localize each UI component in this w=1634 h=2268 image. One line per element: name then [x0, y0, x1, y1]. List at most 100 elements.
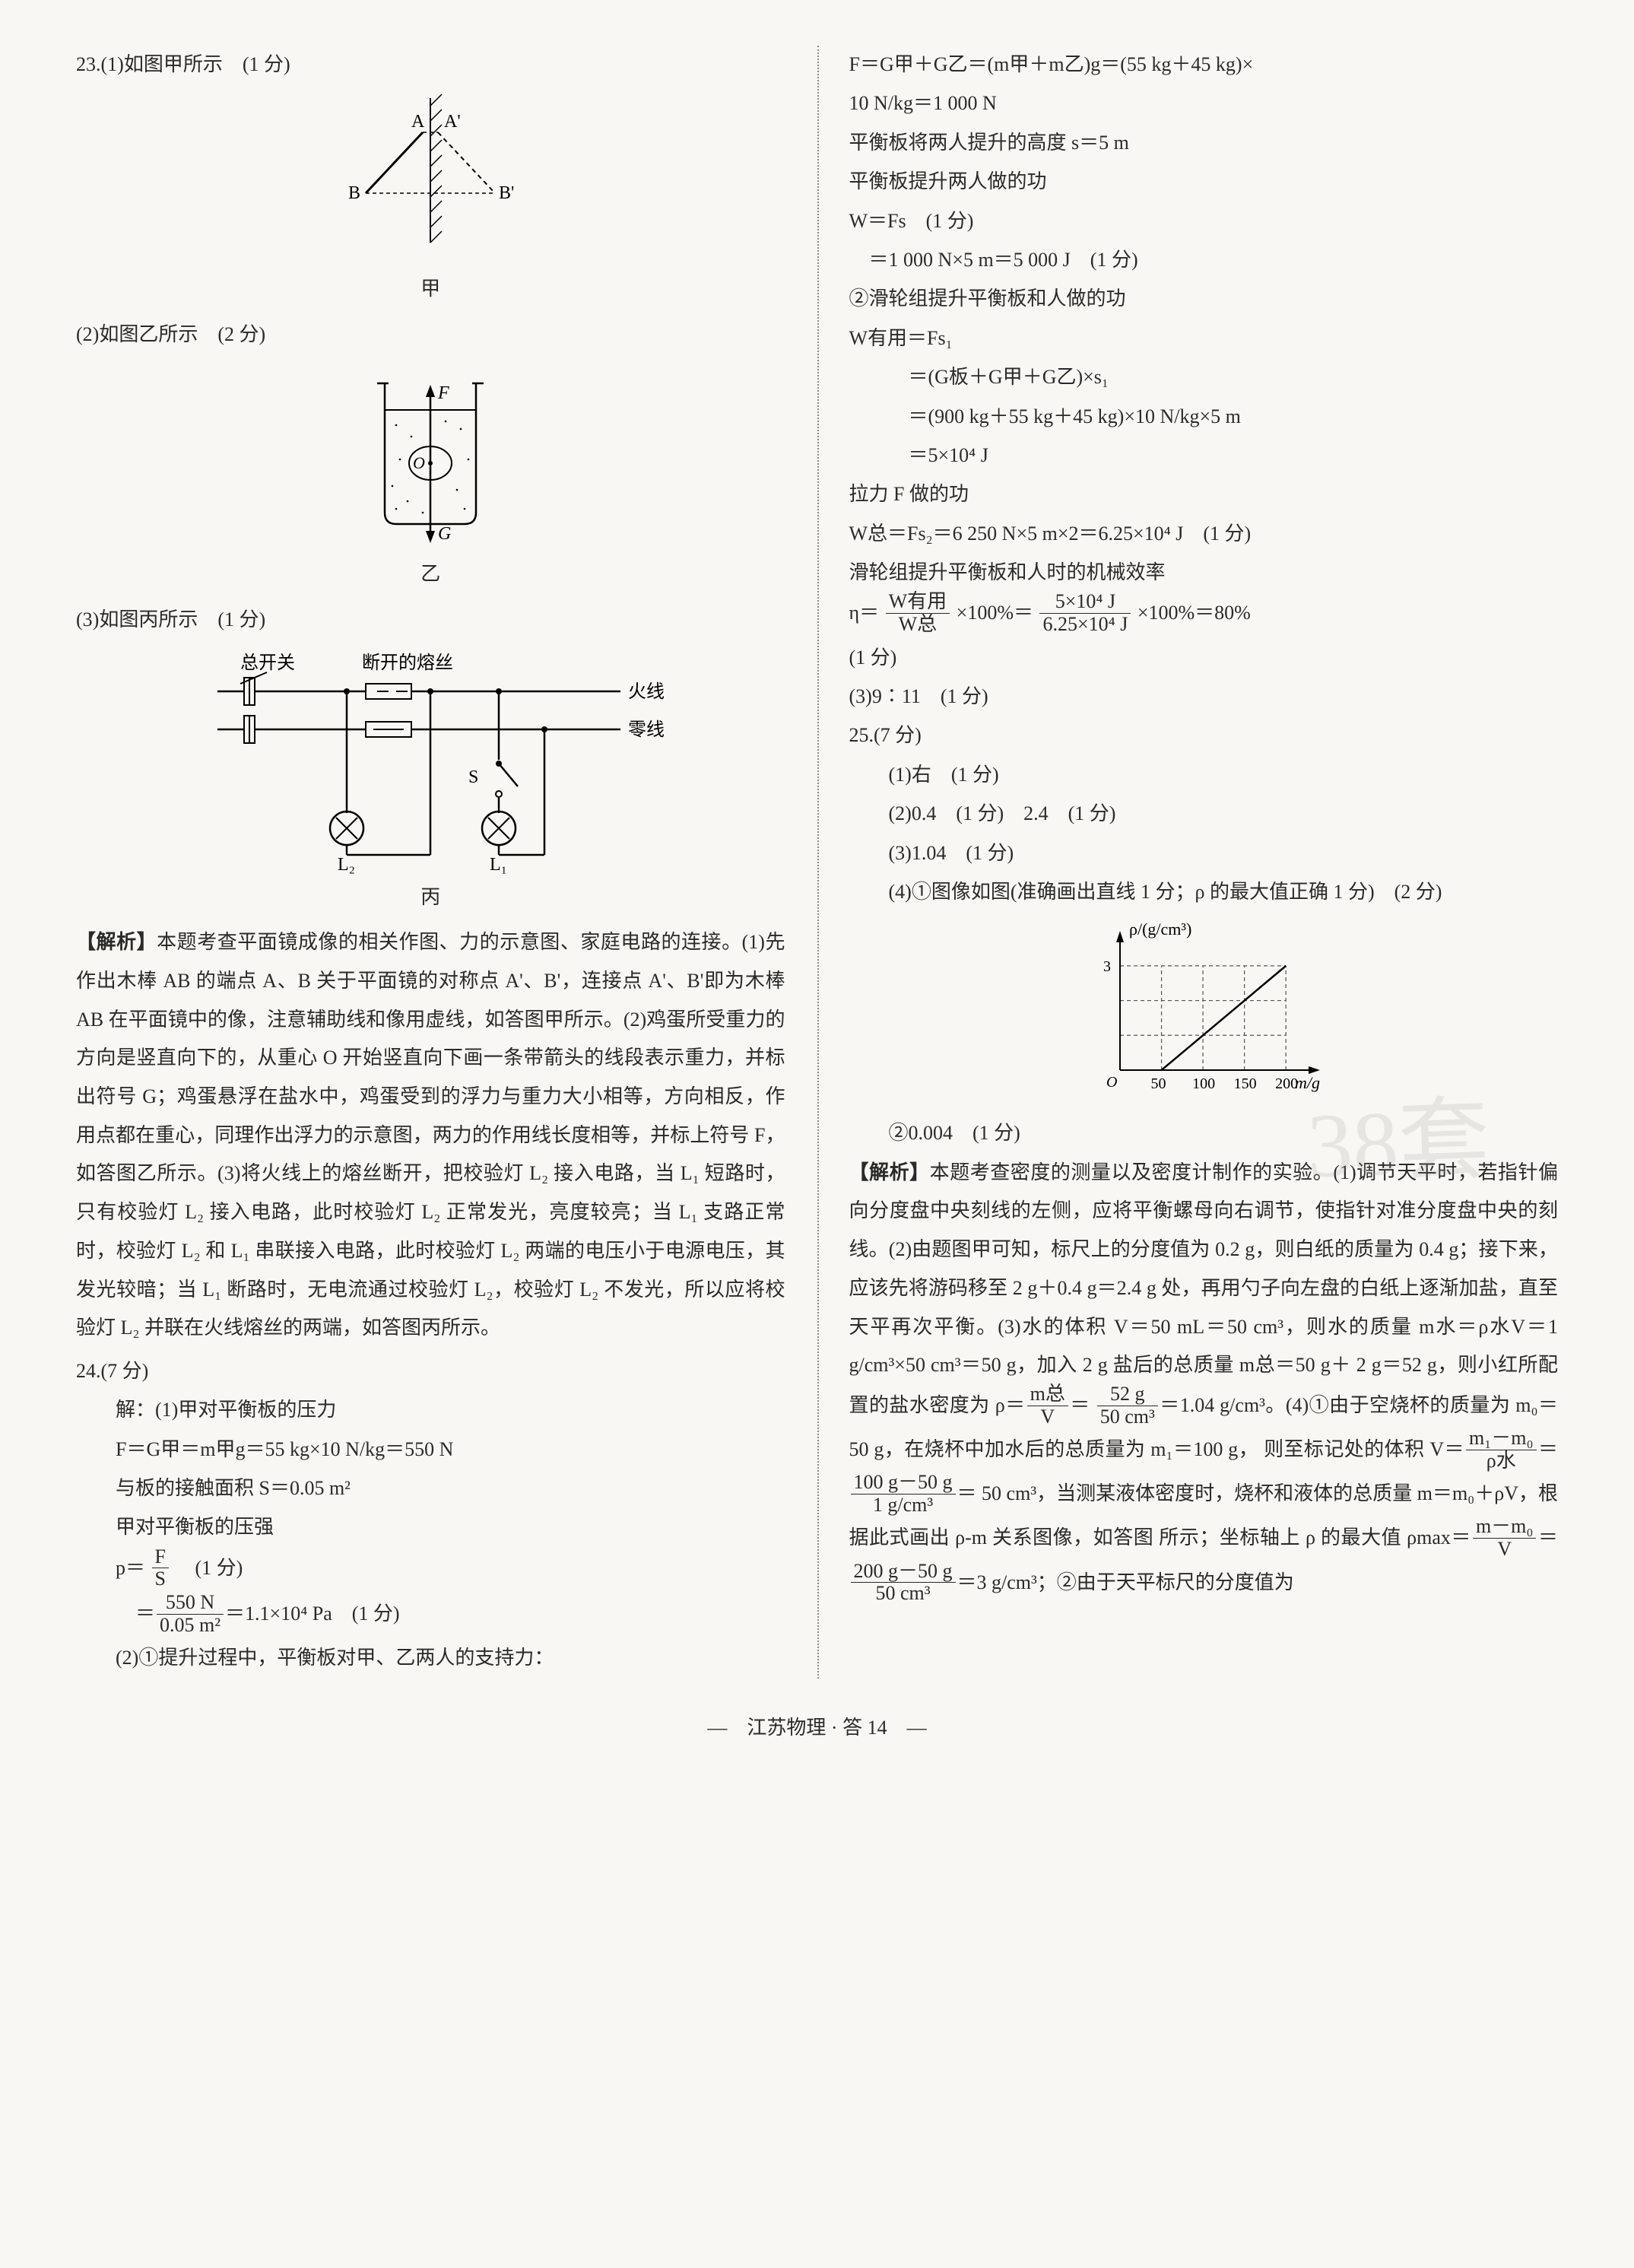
q23-p3: (3)如图丙所示 (1 分) — [76, 601, 785, 638]
frac-100-50-1: 100 g－50 g1 g/cm³ — [851, 1472, 956, 1516]
q24r-10: ＝5×10⁴ J — [849, 437, 1559, 474]
q24r-4: W＝Fs (1 分) — [849, 202, 1559, 240]
figure-bing-svg: 总开关 断开的熔丝 火线 零线 — [195, 646, 666, 874]
q24-3: (3)9∶11 (1 分) — [849, 678, 1559, 715]
vol-rhs: ＝ — [957, 1482, 977, 1504]
eta-lhs: η＝ — [849, 602, 880, 624]
q25-analysis-head: 【解析】 — [849, 1161, 930, 1183]
q24r-1: 10 N/kg＝1 000 N — [849, 84, 1559, 122]
label-Bp: B' — [499, 183, 514, 203]
q25-header: 25.(7 分) — [849, 716, 1559, 754]
q23-p1-text: (1)如图甲所示 (1 分) — [101, 53, 290, 75]
q25-l4: (4)①图像如图(准确画出直线 1 分；ρ 的最大值正确 1 分) (2 分) — [889, 873, 1559, 910]
q24r-2: 平衡板将两人提升的高度 s＝5 m — [849, 124, 1559, 161]
q24-p-formula: p＝ FS (1 分) — [116, 1548, 785, 1592]
frac-52-50: 52 g50 cm³ — [1097, 1383, 1158, 1428]
q25-analysis-a: 本题考查密度的测量以及密度计制作的实验。(1)调节天平时，若指针偏向分度盘中央刻… — [849, 1161, 1559, 1376]
q24-l4: 甲对平衡板的压强 — [116, 1508, 785, 1545]
p-lhs: p＝ — [116, 1557, 145, 1579]
figure-bing: 总开关 断开的熔丝 火线 零线 — [76, 646, 785, 874]
svg-text:G: G — [438, 524, 451, 544]
svg-text:O: O — [413, 453, 425, 472]
label-fuse: 断开的熔丝 — [362, 653, 453, 673]
figure-jia-svg: A A' B B' — [332, 91, 529, 265]
q23-p1: 23.(1)如图甲所示 (1 分) — [76, 46, 785, 83]
rhomax-rhs: ＝ — [1537, 1527, 1558, 1549]
q23-analysis: 【解析】本题考查平面镜成像的相关作图、力的示意图、家庭电路的连接。(1)先作出木… — [76, 923, 785, 1348]
q24-eta-score: (1 分) — [849, 639, 1559, 676]
page-columns: 23.(1)如图甲所示 (1 分) — [53, 46, 1581, 1679]
label-neutral: 零线 — [628, 719, 665, 740]
eta-rhs: ×100%＝80% — [1137, 602, 1251, 624]
q24r-8: ＝(G板＋G甲＋G乙)×s₁ — [849, 358, 1559, 395]
q24r-7: W有用＝Fs₁ — [849, 319, 1559, 357]
q25-analysis: 【解析】本题考查密度的测量以及密度计制作的实验。(1)调节天平时，若指针偏向分度… — [849, 1154, 1559, 1606]
svg-text:3: 3 — [1103, 958, 1111, 975]
rhomax-pre: 所示；坐标轴上 ρ 的最大值 ρmax＝ — [1159, 1527, 1471, 1549]
q24r-12: W总＝Fs₂＝6 250 N×5 m×2＝6.25×10⁴ J (1 分) — [849, 515, 1559, 552]
q23-p2: (2)如图乙所示 (2 分) — [76, 316, 785, 353]
svg-text:L₂: L₂ — [338, 855, 355, 874]
frac-mm0-V: m－m₀V — [1473, 1516, 1537, 1560]
frac-550-005: 550 N0.05 m² — [157, 1592, 224, 1636]
figure-bing-caption: 丙 — [76, 878, 785, 916]
q25-num: 25. — [849, 724, 874, 746]
q25-l1: (1)右 (1 分) — [889, 756, 1559, 793]
q24-2-1: (2)①提升过程中，平衡板对甲、乙两人的支持力： — [116, 1639, 785, 1676]
label-live: 火线 — [628, 681, 665, 702]
vol-mid: ＝ — [1538, 1438, 1558, 1460]
p-score: (1 分) — [195, 1557, 243, 1579]
figure-jia-caption: 甲 — [76, 270, 785, 307]
column-divider — [817, 46, 819, 1679]
svg-text:F: F — [437, 383, 449, 403]
q24r-11: 拉力 F 做的功 — [849, 475, 1559, 513]
svg-text:O: O — [1106, 1074, 1117, 1091]
svg-text:L₁: L₁ — [490, 855, 507, 874]
rho-salt2-rhs: ＝1.04 g/cm³。(4)①由于空烧杯的质量为 — [1160, 1394, 1510, 1416]
figure-yi-svg: O F G — [354, 361, 506, 551]
right-column: F＝G甲＋G乙＝(m甲＋m乙)g＝(55 kg＋45 kg)× 10 N/kg＝… — [817, 46, 1582, 1679]
q24-points: (7 分) — [101, 1360, 149, 1382]
q24-num: 24. — [76, 1360, 101, 1382]
label-main-switch: 总开关 — [240, 653, 295, 673]
eta-mid: ×100%＝ — [957, 602, 1033, 624]
q25-l3: (3)1.04 (1 分) — [889, 834, 1559, 872]
label-Ap: A' — [444, 112, 461, 132]
q23-analysis-text: 本题考查平面镜成像的相关作图、力的示意图、家庭电路的连接。(1)先作出木棒 AB… — [76, 931, 785, 1339]
rho-salt-eq: ＝ — [1070, 1394, 1090, 1416]
analysis-head: 【解析】 — [76, 931, 157, 953]
svg-text:ρ/(g/cm³): ρ/(g/cm³) — [1129, 920, 1191, 939]
rho-m-chart-svg: O501001502003ρ/(g/cm³)m/g — [1067, 918, 1341, 1108]
label-B: B — [348, 183, 360, 203]
svg-text:S: S — [468, 767, 478, 787]
frac-F-S: FS — [152, 1546, 169, 1590]
q24-header: 24.(7 分) — [76, 1352, 785, 1390]
frac-200-50-50: 200 g－50 g50 cm³ — [851, 1561, 956, 1605]
q24-l2: F＝G甲＝m甲g＝55 kg×10 N/kg＝550 N — [116, 1431, 785, 1468]
q24-eta: η＝ W有用W总 ×100%＝ 5×10⁴ J6.25×10⁴ J ×100%＝… — [849, 592, 1559, 637]
q25-l5: ②0.004 (1 分) — [889, 1114, 1559, 1151]
q24r-5: ＝1 000 N×5 m＝5 000 J (1 分) — [849, 241, 1559, 278]
q23-num: 23. — [76, 53, 101, 75]
figure-jia: A A' B B' — [76, 91, 785, 265]
svg-text:50: 50 — [1150, 1075, 1166, 1092]
left-column: 23.(1)如图甲所示 (1 分) — [53, 46, 817, 1679]
rho-m-chart: O501001502003ρ/(g/cm³)m/g — [849, 918, 1559, 1108]
svg-text:150: 150 — [1233, 1075, 1256, 1092]
q24r-0: F＝G甲＋G乙＝(m甲＋m乙)g＝(55 kg＋45 kg)× — [849, 46, 1559, 83]
q24r-6: ②滑轮组提升平衡板和人做的功 — [849, 280, 1559, 317]
q25-points: (7 分) — [874, 724, 922, 746]
svg-text:100: 100 — [1192, 1075, 1215, 1092]
q25-l2: (2)0.4 (1 分) 2.4 (1 分) — [889, 795, 1559, 832]
q24-p-value: ＝550 N0.05 m²＝1.1×10⁴ Pa (1 分) — [116, 1593, 785, 1637]
vol-pre: 则至标记处的体积 V＝ — [1264, 1438, 1464, 1460]
figure-yi-caption: 乙 — [76, 555, 785, 592]
q24-l3: 与板的接触面积 S＝0.05 m² — [116, 1469, 785, 1507]
label-A: A — [411, 112, 425, 132]
frac-mtotal-V: m总V — [1027, 1383, 1068, 1428]
frac-eta-val: 5×10⁴ J6.25×10⁴ J — [1039, 591, 1131, 635]
figure-yi: O F G — [76, 361, 785, 551]
q24-l1: 解：(1)甲对平衡板的压力 — [116, 1391, 785, 1428]
q24r-9: ＝(900 kg＋55 kg＋45 kg)×10 N/kg×5 m — [849, 398, 1559, 435]
q24r-3: 平衡板提升两人做的功 — [849, 163, 1559, 200]
